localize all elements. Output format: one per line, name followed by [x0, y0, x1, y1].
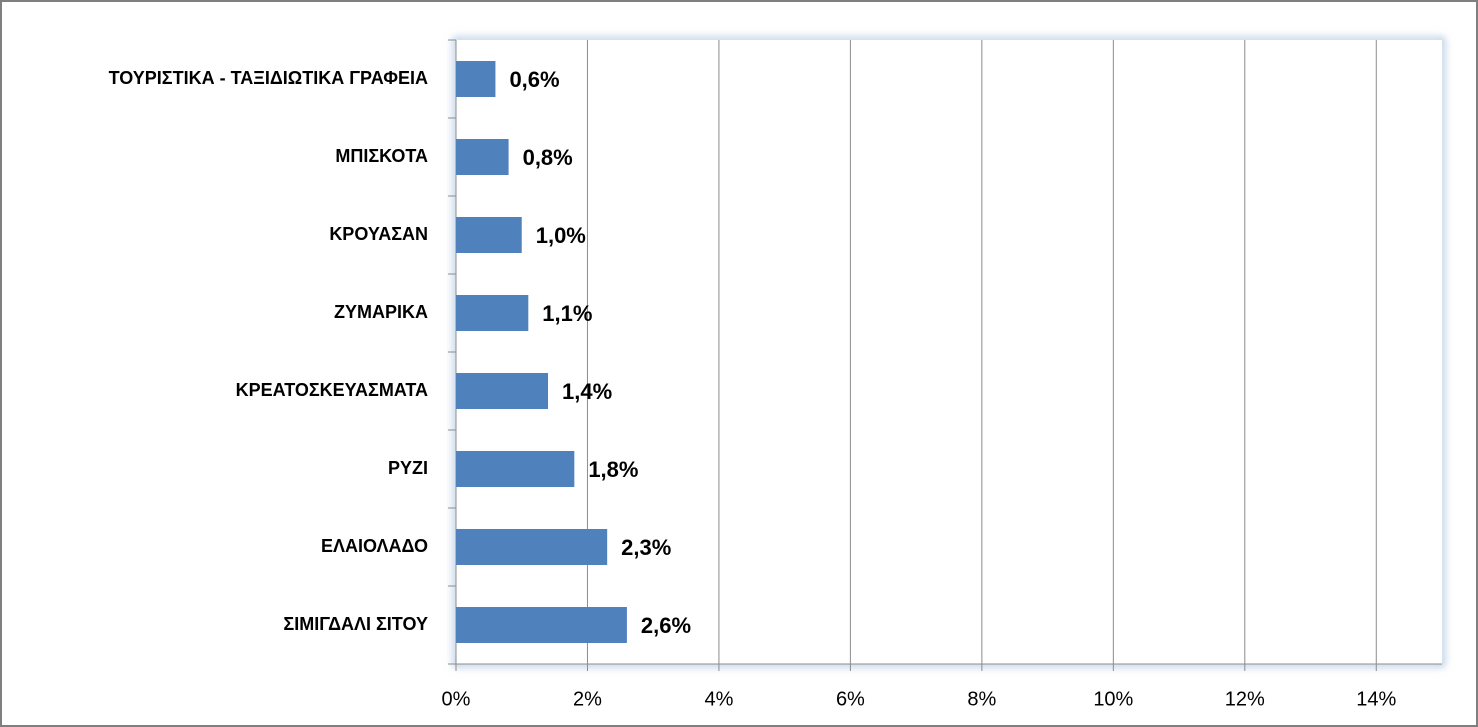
category-label: ΤΟΥΡΙΣΤΙΚΑ - ΤΑΞΙΔΙΩΤΙΚΑ ΓΡΑΦΕΙΑ	[109, 68, 428, 88]
x-tick-label: 14%	[1356, 688, 1396, 710]
value-label: 1,4%	[562, 379, 612, 404]
value-label: 1,0%	[536, 223, 586, 248]
bar	[456, 373, 549, 409]
x-tick-label: 10%	[1093, 688, 1133, 710]
value-label: 0,8%	[523, 145, 573, 170]
bar	[456, 139, 509, 175]
bar	[456, 217, 522, 253]
value-label: 2,6%	[641, 613, 691, 638]
value-label: 0,6%	[509, 67, 559, 92]
category-label: ΣΙΜΙΓΔΑΛΙ ΣΙΤΟΥ	[283, 614, 428, 634]
bar	[456, 607, 627, 643]
category-label: ΡΥΖΙ	[388, 458, 428, 478]
x-tick-label: 12%	[1225, 688, 1265, 710]
category-label: ΕΛΑΙΟΛΑΔΟ	[321, 536, 428, 556]
bar	[456, 451, 575, 487]
x-tick-label: 8%	[967, 688, 996, 710]
x-tick-label: 4%	[704, 688, 733, 710]
category-label: ΖΥΜΑΡΙΚΑ	[334, 302, 428, 322]
value-label: 1,1%	[542, 301, 592, 326]
x-tick-label: 0%	[442, 688, 471, 710]
bar	[456, 61, 496, 97]
bar	[456, 295, 529, 331]
value-label: 1,8%	[588, 457, 638, 482]
value-label: 2,3%	[621, 535, 671, 560]
x-tick-label: 2%	[573, 688, 602, 710]
bar	[456, 529, 608, 565]
category-label: ΜΠΙΣΚΟΤΑ	[335, 146, 428, 166]
plot-area	[456, 40, 1442, 664]
x-tick-label: 6%	[836, 688, 865, 710]
category-label: ΚΡΕΑΤΟΣΚΕΥΑΣΜΑΤΑ	[236, 380, 428, 400]
category-label: ΚΡΟΥΑΣΑΝ	[329, 224, 428, 244]
